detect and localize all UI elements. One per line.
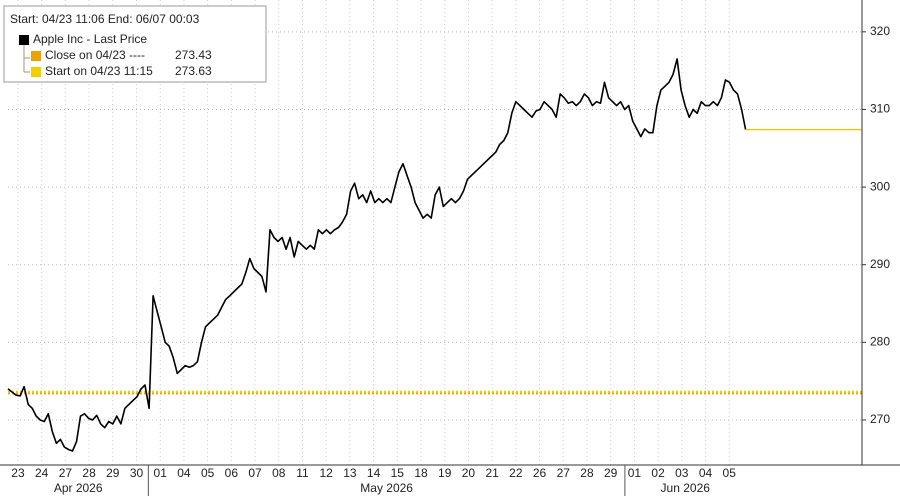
x-tick-label: 12 — [319, 466, 333, 480]
x-tick-label: 13 — [343, 466, 357, 480]
x-tick-label: 29 — [604, 466, 618, 480]
x-tick-label: 27 — [59, 466, 73, 480]
x-tick-label: 11 — [296, 466, 309, 480]
x-tick-label: 08 — [272, 466, 286, 480]
x-tick-label: 28 — [82, 466, 96, 480]
x-tick-label: 04 — [699, 466, 713, 480]
y-tick-label: 310 — [870, 102, 890, 116]
y-tick-label: 300 — [870, 179, 890, 193]
legend-label: Start on 04/23 11:15 — [45, 64, 153, 78]
x-tick-label: 15 — [391, 466, 405, 480]
x-tick-label: 24 — [35, 466, 49, 480]
x-tick-label: 05 — [201, 466, 215, 480]
legend-label: Close on 04/23 ---- — [45, 48, 145, 62]
x-tick-label: 03 — [675, 466, 689, 480]
x-tick-label: 29 — [106, 466, 120, 480]
legend-swatch — [31, 51, 41, 61]
legend-label: Apple Inc - Last Price — [33, 32, 147, 46]
y-tick-label: 290 — [870, 257, 890, 271]
x-tick-label: 01 — [628, 466, 642, 480]
legend-box — [3, 5, 267, 83]
y-tick-label: 320 — [870, 24, 890, 38]
x-tick-label: 30 — [130, 466, 144, 480]
x-tick-label: 06 — [225, 466, 239, 480]
x-tick-label: 27 — [557, 466, 571, 480]
period-label: Apr 2026 — [54, 481, 103, 495]
price-line — [7, 58, 747, 452]
y-tick-label: 270 — [870, 412, 890, 426]
legend-value: 273.43 — [175, 48, 212, 62]
x-tick-label: 28 — [580, 466, 594, 480]
legend-swatch — [31, 67, 41, 77]
x-tick-label: 21 — [485, 466, 499, 480]
x-tick-label: 22 — [509, 466, 523, 480]
legend: Start: 04/23 11:06 End: 06/07 00:03 Appl… — [3, 5, 267, 83]
x-tick-label: 14 — [367, 466, 381, 480]
x-tick-label: 20 — [462, 466, 476, 480]
plot-area — [7, 0, 862, 465]
period-label: May 2026 — [360, 481, 413, 495]
x-tick-label: 01 — [154, 466, 168, 480]
legend-swatch — [19, 35, 29, 45]
x-tick-label: 02 — [651, 466, 665, 480]
legend-subtitle: Start: 04/23 11:06 End: 06/07 00:03 — [10, 12, 200, 26]
period-label: Jun 2026 — [661, 481, 711, 495]
x-tick-label: 05 — [723, 466, 737, 480]
x-tick-label: 19 — [438, 466, 452, 480]
y-tick-label: 280 — [870, 335, 890, 349]
x-tick-label: 04 — [177, 466, 191, 480]
x-tick-label: 26 — [533, 466, 547, 480]
x-tick-label: 23 — [11, 466, 25, 480]
legend-tree — [23, 44, 30, 73]
x-tick-label: 18 — [414, 466, 428, 480]
legend-value: 273.63 — [175, 64, 212, 78]
x-tick-label: 07 — [248, 466, 262, 480]
